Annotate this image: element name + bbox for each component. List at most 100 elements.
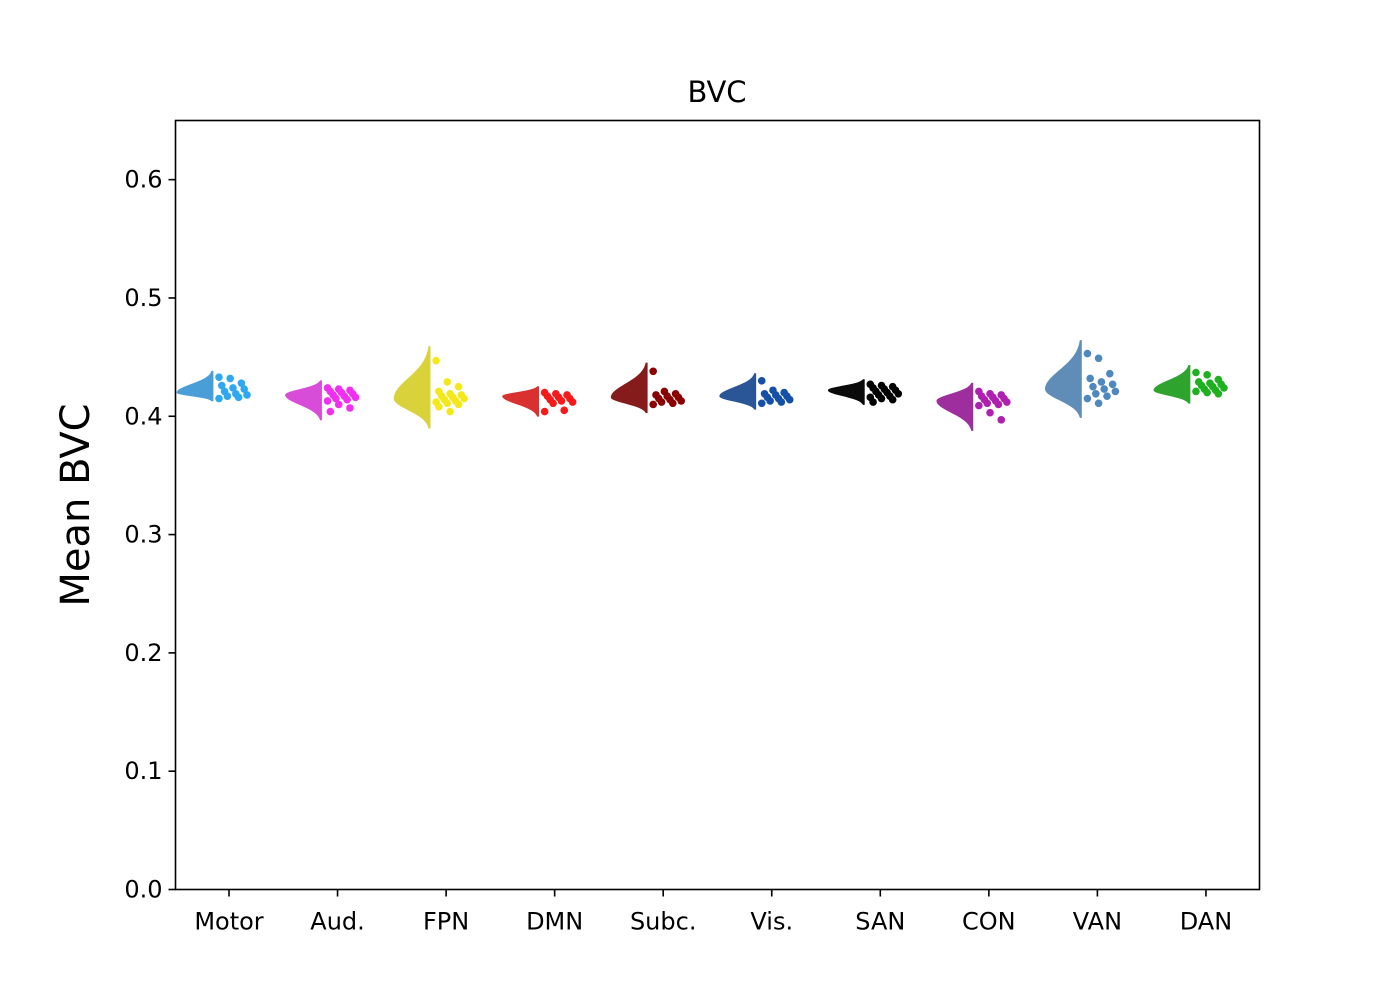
data-point [540, 407, 549, 416]
data-point [1220, 384, 1228, 392]
plot-frame [174, 119, 1261, 891]
cloud-motor [176, 370, 251, 403]
data-point [432, 356, 440, 365]
data-point [649, 367, 657, 376]
cloud-con [936, 382, 1011, 431]
data-point [560, 406, 569, 415]
data-point [757, 376, 766, 385]
data-point [1100, 385, 1108, 393]
data-point [557, 397, 566, 405]
data-point [454, 382, 463, 391]
y-tick-label: 0.0 [124, 876, 162, 904]
x-tick-label: CON [962, 908, 1016, 936]
cloud-san [827, 379, 903, 406]
x-tick-label: Motor [194, 908, 263, 936]
data-point [223, 392, 232, 400]
data-point [1094, 354, 1103, 363]
data-point [215, 373, 223, 382]
data-point [568, 398, 577, 406]
x-tick-label: Subc. [630, 908, 697, 936]
data-point [218, 381, 226, 390]
data-point [877, 394, 886, 403]
data-point [351, 393, 360, 402]
x-tick-label: DMN [526, 908, 583, 936]
data-point [332, 394, 340, 403]
y-tick-label: 0.6 [124, 166, 162, 194]
y-tick-label: 0.4 [124, 402, 162, 430]
x-tick-label: Vis. [750, 908, 793, 936]
x-tick-label: VAN [1073, 908, 1122, 936]
data-point [975, 401, 983, 410]
chart-title: BVC [687, 75, 746, 109]
data-point [229, 384, 237, 392]
cloud-dmn [502, 386, 577, 417]
data-point [323, 397, 332, 405]
data-point [649, 400, 657, 409]
density-half-violin [285, 380, 322, 421]
density-half-violin [1153, 364, 1191, 404]
data-point [888, 395, 897, 404]
plot-marks [176, 340, 1228, 431]
data-point [237, 379, 246, 387]
data-point [215, 394, 223, 403]
cloud-dan [1153, 364, 1228, 404]
data-point [1108, 380, 1117, 389]
data-point [1106, 369, 1114, 378]
data-point [1089, 382, 1097, 391]
density-half-violin [176, 370, 214, 402]
cloud-vis [719, 373, 794, 410]
cloud-aud [285, 380, 360, 421]
density-half-violin [719, 373, 757, 410]
y-tick-label: 0.5 [124, 284, 162, 312]
data-point [1192, 368, 1200, 377]
density-half-violin [502, 386, 540, 417]
data-point [1094, 399, 1103, 408]
data-point [326, 407, 335, 416]
data-point [234, 393, 243, 402]
data-point [657, 398, 666, 406]
y-axis: 0.0 0.1 0.2 0.3 0.4 0.5 0.6 [124, 166, 176, 904]
data-point [983, 399, 992, 408]
density-half-violin [936, 382, 974, 431]
data-point [226, 374, 234, 383]
data-point [1097, 378, 1106, 386]
data-point [446, 407, 454, 416]
data-point [1111, 387, 1120, 396]
cloud-van [1045, 340, 1120, 418]
y-tick-label: 0.3 [124, 521, 162, 549]
y-axis-label: Mean BVC [53, 403, 99, 606]
density-half-violin [827, 379, 865, 405]
data-point [454, 400, 463, 409]
data-point [1192, 387, 1200, 396]
data-point [1203, 388, 1211, 397]
data-point [343, 395, 351, 404]
cloud-fpn [393, 346, 468, 429]
data-point [785, 395, 794, 404]
density-half-violin [393, 346, 431, 429]
y-tick-label: 0.1 [124, 757, 162, 785]
y-tick-label: 0.2 [124, 639, 162, 667]
data-point [766, 397, 774, 405]
data-point [443, 378, 452, 386]
data-point [677, 397, 685, 405]
data-point [1203, 371, 1211, 379]
x-tick-label: Aud. [310, 908, 365, 936]
data-point [1103, 392, 1111, 400]
density-half-violin [1045, 340, 1082, 418]
data-point [777, 398, 786, 406]
x-tick-label: FPN [423, 908, 469, 936]
data-point [549, 399, 557, 408]
data-point [1092, 389, 1100, 398]
data-point [869, 398, 877, 406]
data-point [986, 408, 994, 417]
data-point [1083, 349, 1092, 358]
data-point [443, 399, 452, 408]
data-point [334, 400, 343, 409]
x-axis: Motor Aud. FPN DMN Subc. Vis. SAN CON VAN DAN [194, 889, 1232, 936]
data-point [240, 385, 248, 393]
x-tick-label: DAN [1180, 908, 1232, 936]
data-point [1083, 394, 1092, 403]
data-point [757, 399, 766, 408]
data-point [669, 399, 677, 408]
